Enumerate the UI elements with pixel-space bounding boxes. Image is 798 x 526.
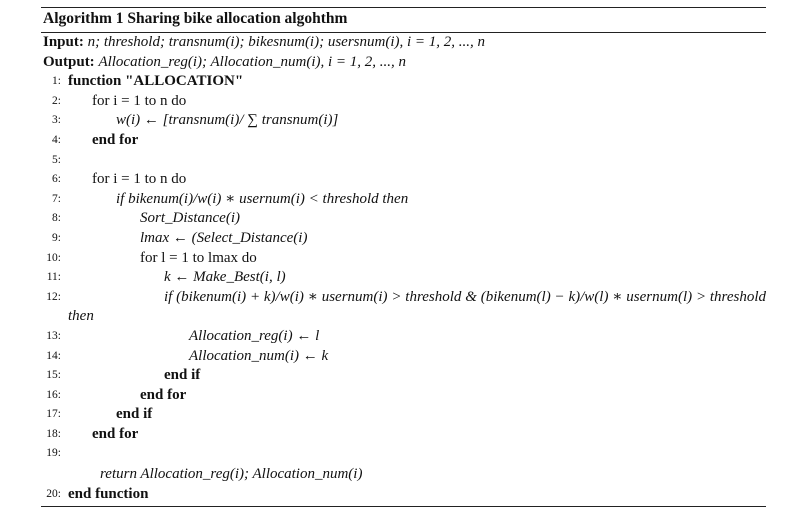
- code-line-4: 4: end for: [41, 131, 766, 151]
- code-line-5: 5:: [41, 151, 766, 171]
- line-number: 6:: [52, 173, 61, 186]
- code-line-20: 20: end function: [41, 485, 766, 505]
- output-row: Output: Allocation_reg(i); Allocation_nu…: [41, 53, 766, 73]
- line-text: Allocation_num(i) ← k: [189, 347, 329, 364]
- output-label: Output:: [43, 53, 95, 70]
- line-number: 13:: [46, 329, 61, 342]
- code-line-18: 18: end for: [41, 425, 766, 445]
- input-text: n; threshold; transnum(i); bikesnum(i); …: [87, 34, 486, 50]
- code-line-8: 8: Sort_Distance(i): [41, 209, 766, 229]
- output-text: Allocation_reg(i); Allocation_num(i), i …: [98, 53, 407, 70]
- code-line-7: 7: if bikenum(i)/w(i) ∗ usernum(i) < thr…: [41, 190, 766, 210]
- line-text: end for: [92, 425, 139, 442]
- code-line-return: return Allocation_reg(i); Allocation_num…: [41, 465, 766, 485]
- line-number: 1:: [52, 75, 61, 88]
- line-text: w(i) ← [transnum(i)/ ∑ transnum(i)]: [116, 112, 339, 129]
- code-line-13: 13: Allocation_reg(i) ← l: [41, 327, 766, 347]
- code-line-9: 9: lmax ← (Select_Distance(i): [41, 229, 766, 249]
- code-line-17: 17: end if: [41, 405, 766, 425]
- line-number: 14:: [46, 349, 61, 362]
- code-line-16: 16: end for: [41, 386, 766, 406]
- code-line-1: 1: function "ALLOCATION": [41, 72, 766, 92]
- line-text: lmax ← (Select_Distance(i): [140, 229, 308, 246]
- input-row: Input: n; threshold; transnum(i); bikesn…: [41, 33, 766, 53]
- line-number: 20:: [46, 487, 61, 500]
- line-text: return Allocation_reg(i); Allocation_num…: [100, 466, 363, 483]
- line-text: end if: [116, 406, 153, 423]
- input-label: Input:: [43, 34, 84, 50]
- code-line-3: 3: w(i) ← [transnum(i)/ ∑ transnum(i)]: [41, 111, 766, 131]
- code-line-6: 6: for i = 1 to n do: [41, 170, 766, 190]
- code-line-19: 19:: [41, 444, 766, 464]
- line-number: 18:: [46, 427, 61, 440]
- line-number: 7:: [52, 192, 61, 205]
- caption-rule: [41, 32, 766, 33]
- line-text: Allocation_reg(i) ← l: [189, 327, 320, 344]
- bottom-rule: [41, 506, 766, 507]
- top-rule: [41, 7, 766, 8]
- line-text: if (bikenum(i) + k)/w(i) ∗ usernum(i) > …: [68, 288, 766, 325]
- code-line-12: 12: if (bikenum(i) + k)/w(i) ∗ usernum(i…: [41, 288, 766, 327]
- code-line-2: 2: for i = 1 to n do: [41, 92, 766, 112]
- code-line-11: 11: k ← Make_Best(i, l): [41, 268, 766, 288]
- line-number: 15:: [46, 369, 61, 382]
- line-number: 10:: [46, 251, 61, 264]
- algorithm-box: Algorithm 1 Sharing bike allocation algo…: [41, 7, 766, 504]
- line-text: end for: [140, 386, 187, 403]
- line-text: for i = 1 to n do: [92, 92, 187, 109]
- line-number: 9:: [52, 231, 61, 244]
- line-number: 5:: [52, 153, 61, 166]
- algorithm-caption: Algorithm 1 Sharing bike allocation algo…: [43, 10, 348, 27]
- line-text: end for: [92, 131, 139, 148]
- line-text: function "ALLOCATION": [68, 73, 244, 90]
- line-text: end if: [164, 367, 201, 384]
- line-number: 11:: [46, 271, 61, 284]
- line-text: if bikenum(i)/w(i) ∗ usernum(i) < thresh…: [116, 190, 409, 207]
- line-text: Sort_Distance(i): [140, 210, 240, 227]
- line-number: 4:: [52, 133, 61, 146]
- line-text: for l = 1 to lmax do: [140, 249, 257, 266]
- line-number: 8:: [52, 212, 61, 225]
- line-number: 3:: [52, 114, 61, 127]
- code-line-10: 10: for l = 1 to lmax do: [41, 249, 766, 269]
- line-number: 12:: [46, 290, 61, 303]
- line-text: end function: [68, 485, 149, 502]
- code-line-15: 15: end if: [41, 366, 766, 386]
- line-number: 2:: [52, 94, 61, 107]
- line-text: k ← Make_Best(i, l): [164, 269, 286, 286]
- code-line-14: 14: Allocation_num(i) ← k: [41, 347, 766, 367]
- line-text: for i = 1 to n do: [92, 171, 187, 188]
- line-number: 16:: [46, 388, 61, 401]
- line-number: 19:: [46, 447, 61, 460]
- line-number: 17:: [46, 408, 61, 421]
